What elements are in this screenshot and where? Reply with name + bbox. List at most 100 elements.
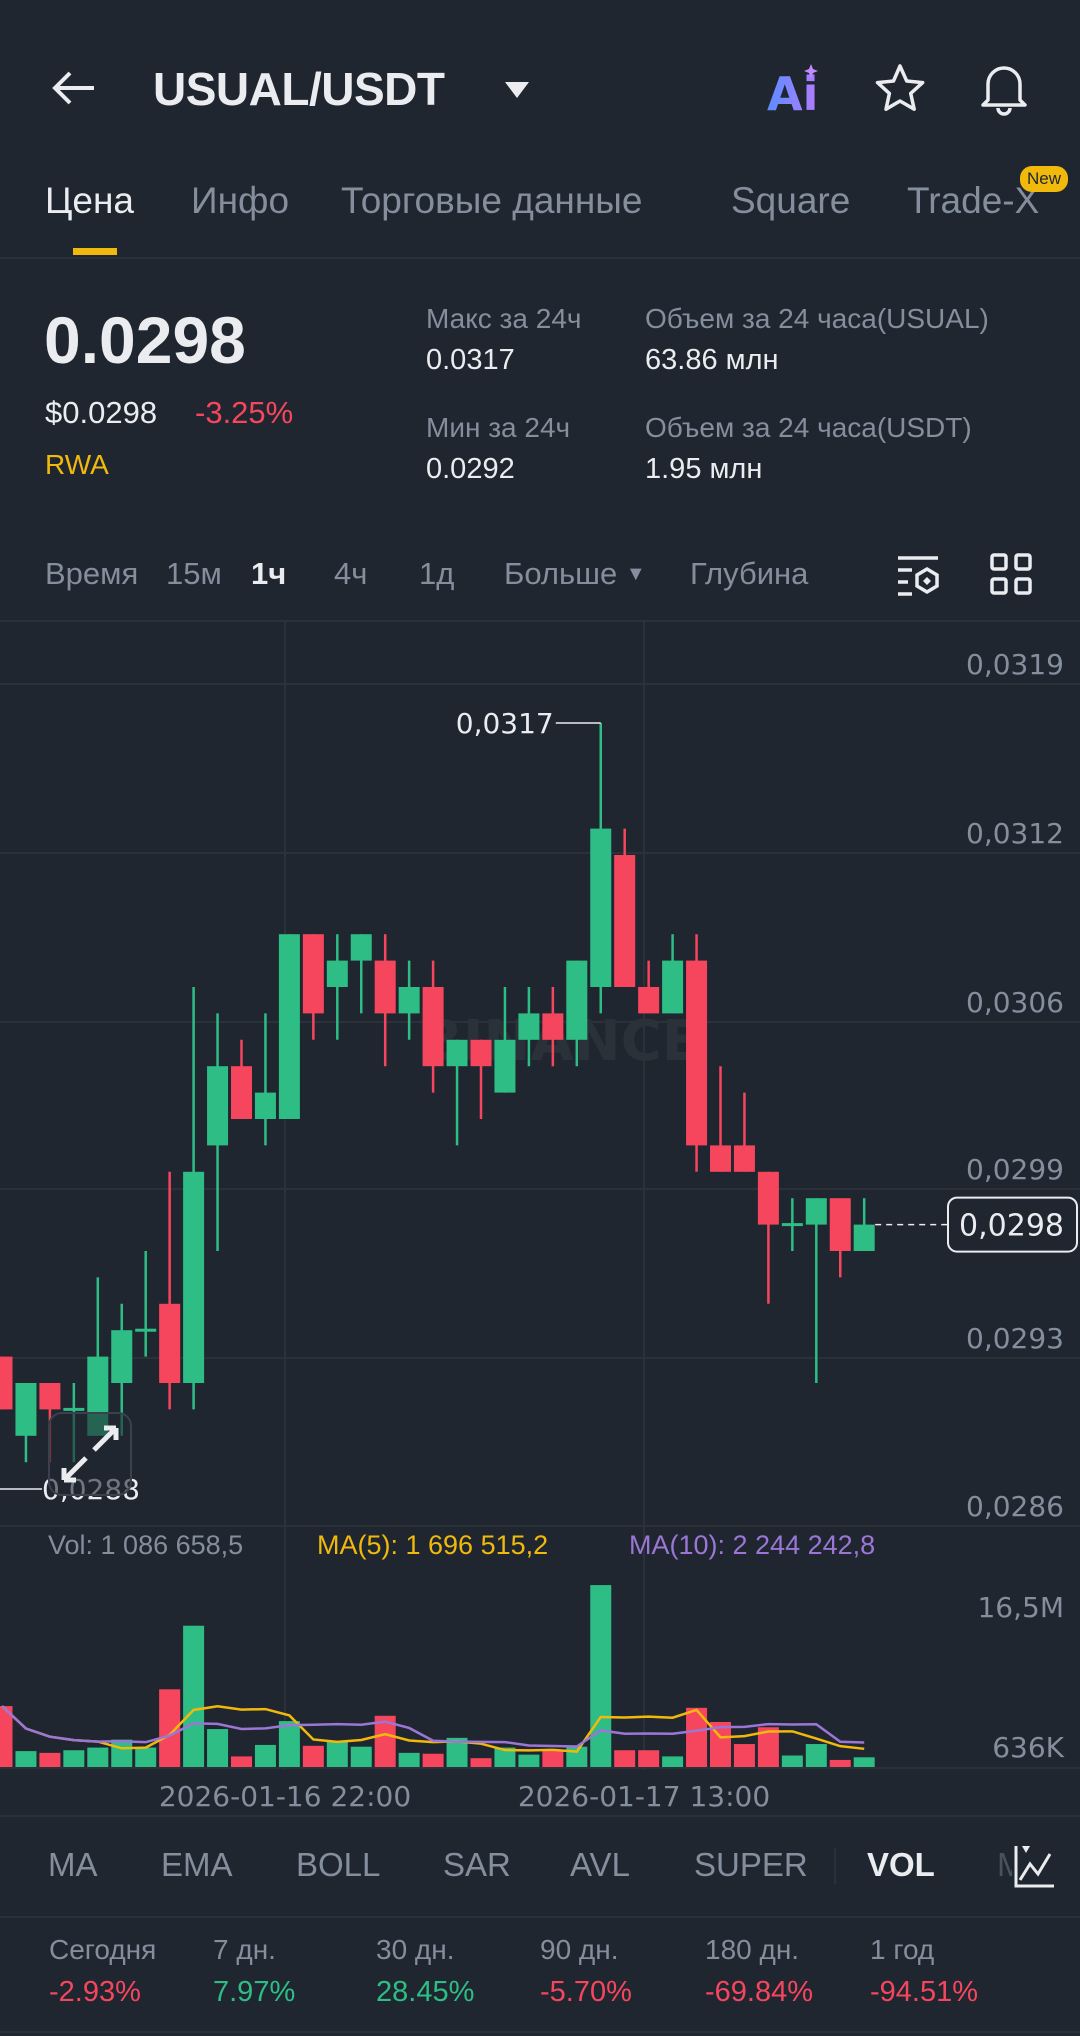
candle-body bbox=[686, 960, 708, 1146]
volume-bar bbox=[63, 1750, 85, 1767]
ai-icon[interactable]: Ai bbox=[765, 62, 825, 116]
grid-layout-icon[interactable] bbox=[990, 553, 1032, 595]
indicator-vol[interactable]: VOL bbox=[867, 1846, 935, 1883]
candle-body bbox=[566, 960, 588, 1040]
volume-bar bbox=[183, 1625, 205, 1767]
candle-body bbox=[662, 960, 684, 1014]
volume-bar bbox=[326, 1741, 348, 1767]
performance-period-value: -5.70% bbox=[540, 1976, 632, 2008]
volume-bar bbox=[662, 1756, 684, 1767]
timeframe-1d[interactable]: 1д bbox=[419, 556, 455, 591]
price-axis-tick: 0,0306 bbox=[966, 986, 1064, 1019]
volume-bar bbox=[494, 1747, 516, 1767]
performance-period-label: Сегодня bbox=[49, 1934, 157, 1965]
performance-period-label: 90 дн. bbox=[540, 1934, 619, 1965]
candle-body bbox=[494, 1039, 516, 1093]
candle-body bbox=[39, 1383, 61, 1410]
candle-body bbox=[302, 934, 324, 1014]
tab-price[interactable]: Цена bbox=[45, 180, 134, 221]
volume-bar bbox=[781, 1755, 803, 1767]
volume-bar bbox=[231, 1756, 252, 1767]
dropdown-caret-icon[interactable] bbox=[503, 80, 531, 100]
vol-base-value: 63.86 млн bbox=[645, 344, 779, 376]
candle-body bbox=[111, 1330, 133, 1383]
timeframe-1h[interactable]: 1ч bbox=[251, 556, 287, 591]
volume-bar bbox=[398, 1752, 420, 1767]
tab-info[interactable]: Инфо bbox=[191, 180, 290, 221]
tab-trade-x[interactable]: Trade-X bbox=[907, 180, 1040, 221]
indicator-ema[interactable]: EMA bbox=[161, 1846, 233, 1883]
candle-body bbox=[15, 1383, 37, 1436]
candle-body bbox=[638, 987, 660, 1014]
volume-bar bbox=[135, 1747, 157, 1767]
performance-period-value: 7.97% bbox=[213, 1976, 296, 2008]
rwa-tag[interactable]: RWA bbox=[45, 449, 109, 480]
volume-bar bbox=[0, 1706, 13, 1767]
indicator-super[interactable]: SUPER bbox=[694, 1846, 808, 1883]
fullscreen-button[interactable] bbox=[48, 1412, 132, 1496]
divider bbox=[0, 1916, 1080, 1918]
performance-period-label: 1 год bbox=[870, 1934, 935, 1965]
back-arrow-icon[interactable] bbox=[50, 68, 98, 108]
more-label: Больше bbox=[504, 556, 618, 591]
volume-bar bbox=[686, 1707, 708, 1767]
indicator-ma[interactable]: MA bbox=[48, 1846, 98, 1883]
volume-bar bbox=[278, 1721, 300, 1767]
bell-icon[interactable] bbox=[978, 58, 1030, 118]
candle-body bbox=[590, 828, 612, 987]
vol-quote-label: Объем за 24 часа(USDT) bbox=[645, 412, 972, 443]
tab-square[interactable]: Square bbox=[731, 180, 851, 221]
last-price-box[interactable] bbox=[947, 1196, 1078, 1253]
volume-bar bbox=[446, 1737, 468, 1767]
volume-bar bbox=[757, 1727, 779, 1767]
candle-body bbox=[63, 1407, 85, 1411]
volume-axis-tick: 636K bbox=[992, 1731, 1064, 1764]
price-axis-tick: 0,0299 bbox=[966, 1153, 1064, 1186]
performance-period-label: 30 дн. bbox=[376, 1934, 455, 1965]
usd-price: $0.0298 bbox=[45, 395, 158, 430]
timeframe-4h[interactable]: 4ч bbox=[334, 556, 368, 591]
performance-period-label: 7 дн. bbox=[213, 1934, 276, 1965]
expand-icon bbox=[61, 1425, 119, 1483]
candlestick-chart[interactable]: BINANCE 0,03190,03120,03060,02990,02930,… bbox=[0, 0, 1080, 1815]
candle-body bbox=[518, 1013, 540, 1040]
volume-bar bbox=[87, 1747, 109, 1767]
volume-bar bbox=[207, 1729, 229, 1767]
indicator-settings-icon[interactable] bbox=[1012, 1844, 1056, 1888]
candle-body bbox=[135, 1328, 157, 1332]
high-24h-label: Макс за 24ч bbox=[426, 303, 582, 334]
performance-period-value: -69.84% bbox=[705, 1976, 814, 2008]
performance-period-label: 180 дн. bbox=[705, 1934, 800, 1965]
volume-bar bbox=[39, 1752, 61, 1767]
chart-settings-icon[interactable] bbox=[896, 555, 940, 597]
candle-body bbox=[254, 1092, 276, 1119]
volume-bar bbox=[829, 1759, 851, 1767]
volume-bar bbox=[470, 1758, 492, 1767]
volume-bar bbox=[302, 1745, 324, 1767]
indicator-sar[interactable]: SAR bbox=[443, 1846, 511, 1883]
indicator-boll[interactable]: BOLL bbox=[296, 1846, 381, 1883]
depth-tab[interactable]: Глубина bbox=[690, 556, 809, 591]
candle-body bbox=[0, 1356, 13, 1410]
candle-body bbox=[350, 934, 372, 961]
candle-body bbox=[159, 1303, 181, 1383]
price-axis-tick: 0,0286 bbox=[966, 1490, 1064, 1523]
caret-down-icon: ▼ bbox=[625, 563, 646, 585]
volume-bar bbox=[542, 1751, 564, 1767]
low-24h-value: 0.0292 bbox=[426, 453, 515, 485]
more-timeframes-button[interactable]: Больше ▼ bbox=[504, 556, 646, 592]
volume-bar bbox=[374, 1715, 396, 1767]
volume-bar bbox=[518, 1754, 540, 1767]
last-price-label: 0,0298 bbox=[959, 1209, 1064, 1244]
timeframe-15m[interactable]: 15м bbox=[166, 556, 222, 591]
tab-trading-data[interactable]: Торговые данные bbox=[341, 180, 643, 221]
candle-body bbox=[710, 1145, 731, 1172]
indicator-avl[interactable]: AVL bbox=[570, 1846, 630, 1883]
volume-bar bbox=[159, 1689, 181, 1767]
star-icon[interactable] bbox=[874, 63, 926, 115]
ma10-legend: MA(10): 2 244 242,8 bbox=[629, 1530, 876, 1560]
candle-body bbox=[183, 1171, 205, 1383]
candle-body bbox=[470, 1039, 492, 1067]
pair-title[interactable]: USUAL/USDT bbox=[153, 63, 445, 115]
divider bbox=[0, 1815, 1080, 1817]
